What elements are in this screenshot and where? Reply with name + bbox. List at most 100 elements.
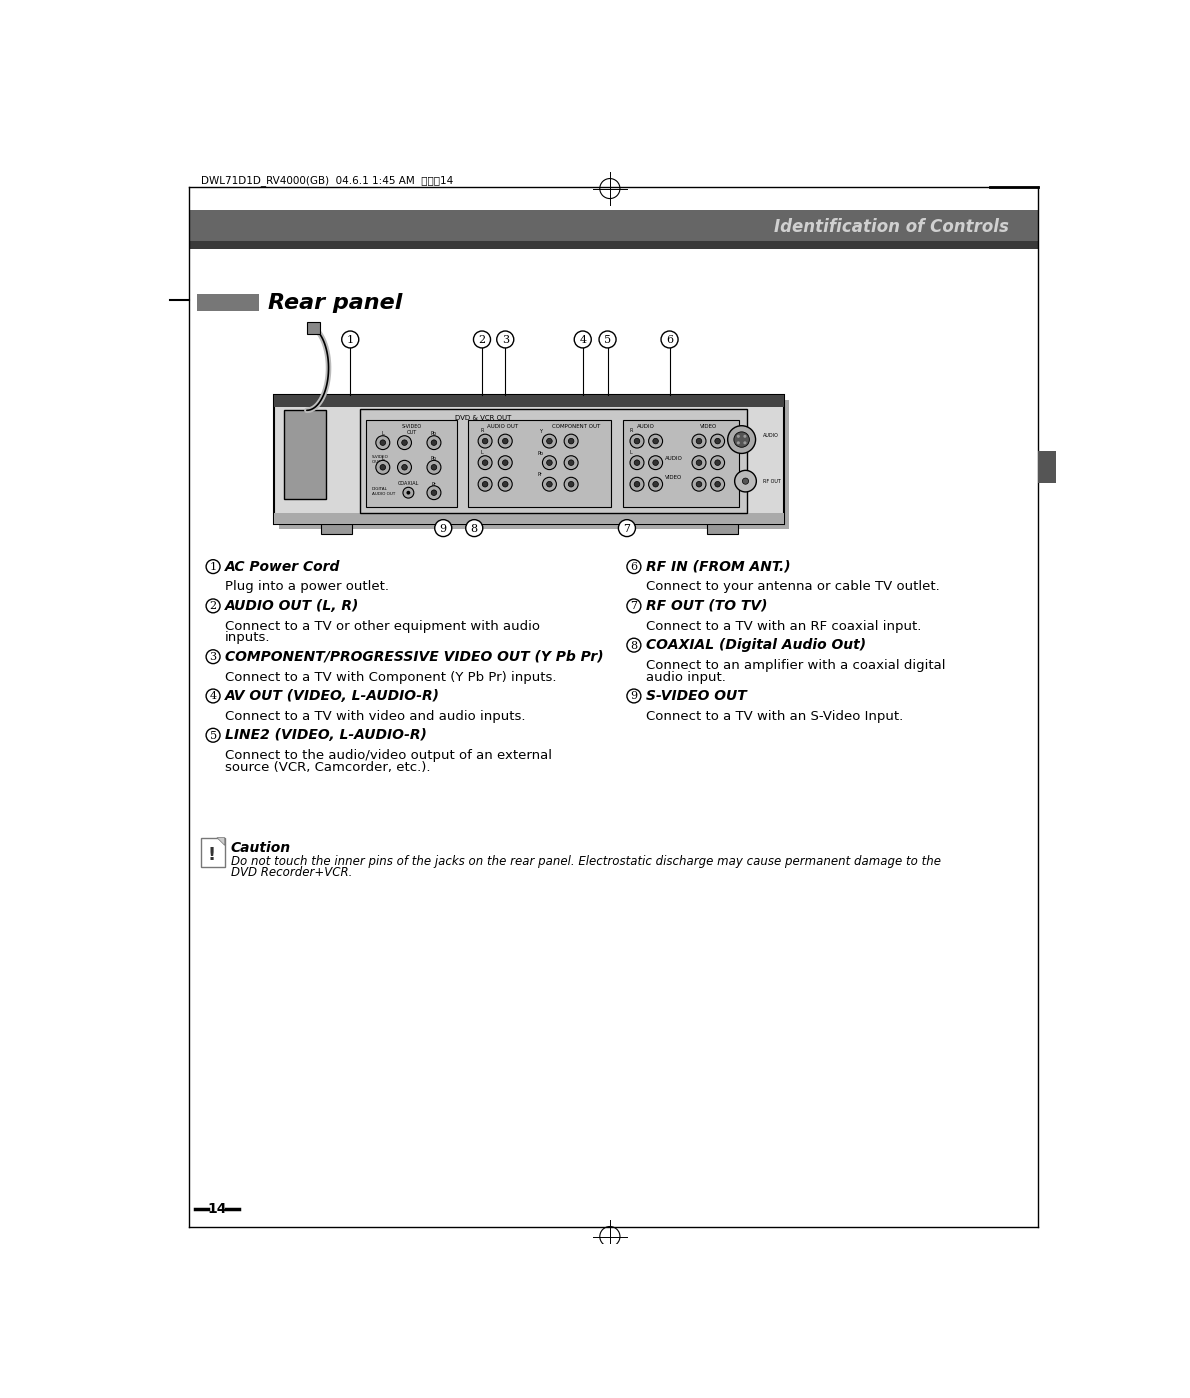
Circle shape <box>715 460 720 466</box>
Circle shape <box>743 478 749 484</box>
Circle shape <box>627 639 641 651</box>
Circle shape <box>710 477 725 491</box>
Circle shape <box>376 460 390 474</box>
Circle shape <box>499 456 512 470</box>
Circle shape <box>693 477 706 491</box>
Text: COAXIAL: COAXIAL <box>397 481 419 487</box>
Circle shape <box>206 559 220 573</box>
Circle shape <box>206 689 220 703</box>
Circle shape <box>734 470 757 492</box>
Text: 1: 1 <box>346 336 353 345</box>
Text: 14: 14 <box>207 1202 227 1216</box>
Text: Connect to a TV with an S-Video Input.: Connect to a TV with an S-Video Input. <box>645 710 903 723</box>
Text: L: L <box>382 456 384 461</box>
Text: Pr: Pr <box>538 473 543 477</box>
Circle shape <box>649 477 663 491</box>
Circle shape <box>342 331 358 348</box>
Circle shape <box>693 456 706 470</box>
Bar <box>275 513 784 524</box>
Bar <box>359 408 747 513</box>
Circle shape <box>397 460 412 474</box>
Text: AUDIO: AUDIO <box>763 433 779 438</box>
Circle shape <box>402 464 407 470</box>
Bar <box>307 322 320 334</box>
Text: source (VCR, Camcorder, etc.).: source (VCR, Camcorder, etc.). <box>225 761 431 773</box>
Circle shape <box>474 331 490 348</box>
Circle shape <box>427 436 441 450</box>
Bar <box>283 410 326 499</box>
Text: Pr: Pr <box>432 481 437 487</box>
Text: RF IN (FROM ANT.): RF IN (FROM ANT.) <box>645 559 790 573</box>
Circle shape <box>715 481 720 487</box>
Circle shape <box>407 491 411 495</box>
Circle shape <box>546 460 552 466</box>
Circle shape <box>575 331 591 348</box>
Text: R: R <box>481 428 483 433</box>
Text: VIDEO: VIDEO <box>665 475 682 480</box>
Text: 8: 8 <box>471 523 478 534</box>
Circle shape <box>478 456 493 470</box>
Circle shape <box>499 435 512 447</box>
Circle shape <box>727 426 756 453</box>
Circle shape <box>431 489 437 495</box>
Text: 7: 7 <box>624 523 631 534</box>
Text: 9: 9 <box>439 523 446 534</box>
Circle shape <box>478 435 493 447</box>
Circle shape <box>734 432 750 447</box>
Circle shape <box>634 481 640 487</box>
Text: DVD Recorder+VCR.: DVD Recorder+VCR. <box>231 867 352 879</box>
Circle shape <box>653 439 658 445</box>
Circle shape <box>627 559 641 573</box>
Circle shape <box>737 435 740 438</box>
Circle shape <box>502 439 508 445</box>
Circle shape <box>543 456 557 470</box>
Bar <box>196 294 258 310</box>
Text: Pb: Pb <box>431 432 437 436</box>
Text: Connect to a TV with an RF coaxial input.: Connect to a TV with an RF coaxial input… <box>645 619 921 633</box>
Circle shape <box>710 435 725 447</box>
Text: 4: 4 <box>580 336 587 345</box>
Bar <box>365 419 457 506</box>
Bar <box>707 524 738 534</box>
Circle shape <box>634 439 640 445</box>
Circle shape <box>564 477 578 491</box>
Text: Identification of Controls: Identification of Controls <box>775 218 1009 236</box>
Circle shape <box>482 481 488 487</box>
Text: 3: 3 <box>209 651 217 663</box>
Circle shape <box>478 477 493 491</box>
Circle shape <box>599 331 616 348</box>
Text: 3: 3 <box>502 336 509 345</box>
Circle shape <box>737 442 740 445</box>
Circle shape <box>715 439 720 445</box>
Text: Connect to a TV with Component (Y Pb Pr) inputs.: Connect to a TV with Component (Y Pb Pr)… <box>225 671 556 684</box>
Circle shape <box>627 598 641 612</box>
Circle shape <box>427 460 441 474</box>
Bar <box>468 419 612 506</box>
Circle shape <box>206 728 220 742</box>
Circle shape <box>696 460 702 466</box>
Text: 5: 5 <box>209 731 217 741</box>
Text: 6: 6 <box>631 562 638 572</box>
Text: Connect to an amplifier with a coaxial digital: Connect to an amplifier with a coaxial d… <box>645 658 945 672</box>
Circle shape <box>482 439 488 445</box>
Circle shape <box>696 439 702 445</box>
Text: !: ! <box>208 846 215 864</box>
Circle shape <box>397 436 412 450</box>
Text: S-VIDEO OUT: S-VIDEO OUT <box>645 689 746 703</box>
Circle shape <box>465 520 483 537</box>
Text: COMPONENT OUT: COMPONENT OUT <box>552 424 601 429</box>
Text: Pb: Pb <box>537 450 543 456</box>
Text: AUDIO OUT: AUDIO OUT <box>488 424 519 429</box>
Text: audio input.: audio input. <box>645 671 726 684</box>
Circle shape <box>649 456 663 470</box>
Text: DWL71D1D_RV4000(GB)  04.6.1 1:45 AM  ページ14: DWL71D1D_RV4000(GB) 04.6.1 1:45 AM ページ14 <box>201 175 453 186</box>
Circle shape <box>403 488 414 498</box>
Bar <box>275 394 784 407</box>
Text: 8: 8 <box>631 640 638 650</box>
Circle shape <box>402 440 407 446</box>
Circle shape <box>710 456 725 470</box>
Circle shape <box>206 650 220 664</box>
Text: L: L <box>630 450 632 454</box>
Text: inputs.: inputs. <box>225 632 270 644</box>
Text: COAXIAL (Digital Audio Out): COAXIAL (Digital Audio Out) <box>645 637 865 651</box>
